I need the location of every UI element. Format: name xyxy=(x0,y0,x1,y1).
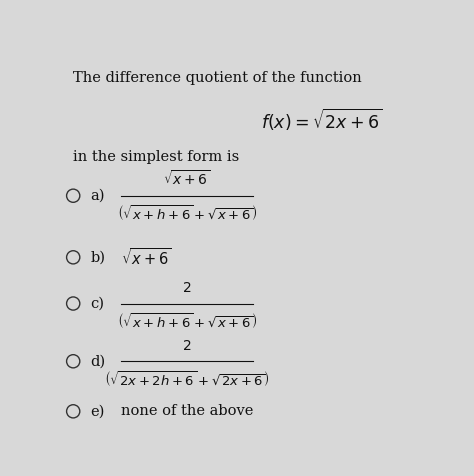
Text: $\sqrt{x + 6}$: $\sqrt{x + 6}$ xyxy=(121,247,172,268)
Text: The difference quotient of the function: The difference quotient of the function xyxy=(73,71,362,85)
Text: b): b) xyxy=(90,250,105,264)
Text: none of the above: none of the above xyxy=(121,404,254,418)
Text: $f(x) = \sqrt{2x + 6}$: $f(x) = \sqrt{2x + 6}$ xyxy=(261,107,382,133)
Text: $2$: $2$ xyxy=(182,339,192,353)
Text: $\sqrt{x+6}$: $\sqrt{x+6}$ xyxy=(164,169,211,188)
Text: d): d) xyxy=(90,354,105,368)
Text: $\left(\sqrt{2x+2h+6}+\sqrt{2x+6}\right)$: $\left(\sqrt{2x+2h+6}+\sqrt{2x+6}\right)… xyxy=(104,369,270,389)
Text: e): e) xyxy=(90,404,105,418)
Text: $\left(\sqrt{x+h+6}+\sqrt{x+6}\right)$: $\left(\sqrt{x+h+6}+\sqrt{x+6}\right)$ xyxy=(117,312,257,331)
Text: $2$: $2$ xyxy=(182,281,192,296)
Text: in the simplest form is: in the simplest form is xyxy=(73,149,239,164)
Text: $\left(\sqrt{x+h+6}+\sqrt{x+6}\right)$: $\left(\sqrt{x+h+6}+\sqrt{x+6}\right)$ xyxy=(117,204,257,224)
Text: a): a) xyxy=(90,188,105,203)
Text: c): c) xyxy=(90,297,104,310)
